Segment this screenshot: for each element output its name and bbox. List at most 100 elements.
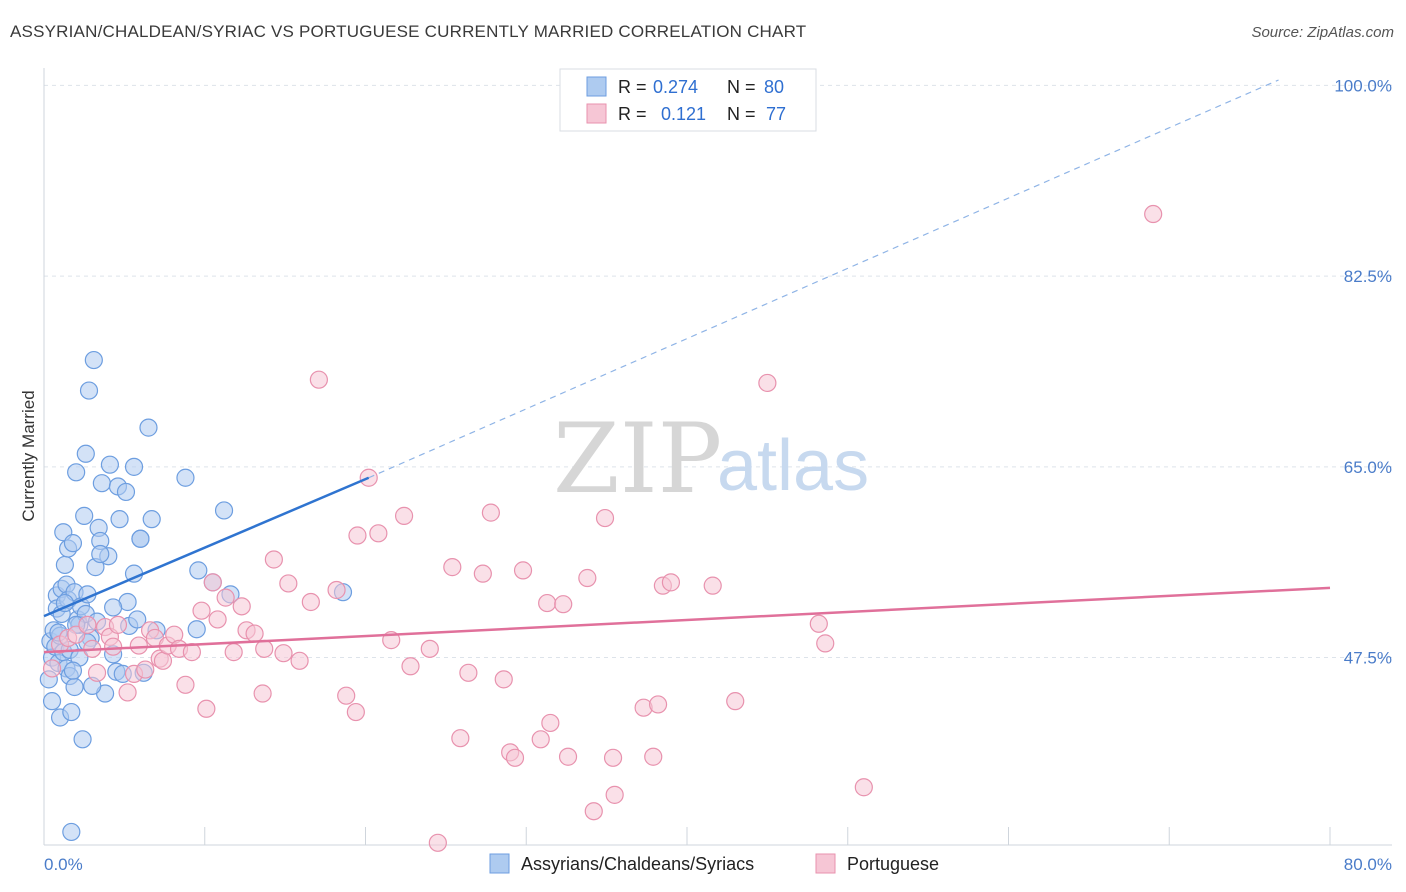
legend-pink-swatch	[586, 103, 607, 124]
portuguese-point-76	[726, 692, 745, 711]
portuguese-point-56	[494, 670, 513, 689]
assyrians-point-3	[42, 692, 62, 711]
portuguese-point-82	[428, 833, 447, 852]
portuguese-point-6	[87, 663, 107, 682]
portuguese-point-39	[301, 592, 320, 612]
bottom-legend: Assyrians/Chaldeans/Syriacs Portuguese	[489, 853, 939, 874]
portuguese-point-49	[401, 657, 420, 676]
portuguese-point-65	[578, 568, 597, 588]
portuguese-point-38	[290, 651, 309, 670]
portuguese-point-60	[531, 730, 550, 749]
portuguese-point-48	[394, 506, 414, 525]
assyrians-point-75	[104, 598, 123, 617]
y-tick-label-1: 65.0%	[1344, 458, 1392, 477]
portuguese-point-46	[369, 524, 388, 543]
portuguese-point-80	[854, 778, 873, 797]
portuguese-point-79	[816, 634, 835, 653]
portuguese-point-52	[451, 729, 470, 748]
portuguese-point-75	[703, 576, 722, 595]
portuguese-point-78	[809, 614, 828, 633]
assyrians-trend-extension	[368, 79, 1279, 479]
x-tick-label-min: 0.0%	[44, 855, 83, 874]
bottom-legend-assyrians: Assyrians/Chaldeans/Syriacs	[521, 854, 754, 874]
assyrians-point-67	[214, 501, 234, 520]
portuguese-point-29	[224, 643, 243, 662]
portuguese-point-63	[554, 595, 573, 614]
assyrians-point-60	[139, 418, 158, 437]
portuguese-point-77	[758, 373, 777, 393]
portuguese-point-58	[505, 748, 525, 767]
portuguese-point-0	[42, 659, 62, 678]
assyrians-point-23	[63, 534, 83, 553]
x-ticks	[204, 827, 1331, 845]
portuguese-point-37	[279, 574, 298, 593]
portuguese-point-13	[129, 636, 148, 655]
portuguese-trend-line	[43, 586, 1331, 654]
assyrians-point-24	[65, 677, 84, 697]
watermark-zip: ZIP	[553, 403, 722, 515]
trend-lines	[43, 79, 1331, 654]
assyrians-point-79	[62, 822, 81, 842]
assyrians-point-15	[55, 555, 74, 575]
portuguese-point-44	[348, 526, 367, 545]
assyrians-point-52	[116, 482, 136, 502]
portuguese-point-72	[648, 695, 668, 714]
legend-blue-swatch	[586, 76, 607, 97]
portuguese-point-81	[1144, 204, 1163, 224]
portuguese-point-62	[541, 713, 560, 733]
portuguese-point-50	[420, 639, 439, 658]
assyrians-point-36	[79, 381, 99, 400]
portuguese-point-64	[558, 747, 578, 766]
assyrians-point-31	[73, 730, 92, 749]
legend-n-value-1: 80	[764, 77, 784, 97]
assyrians-point-46	[100, 455, 120, 474]
source-credit: Source: ZipAtlas.com	[1251, 24, 1394, 41]
bottom-legend-pink-swatch	[815, 853, 836, 874]
assyrians-point-61	[142, 510, 161, 529]
portuguese-point-55	[481, 503, 500, 522]
portuguese-point-40	[309, 370, 328, 389]
portuguese-point-71	[644, 747, 663, 766]
portuguese-point-14	[136, 660, 155, 679]
portuguese-point-59	[513, 561, 533, 580]
assyrians-point-70	[131, 529, 150, 548]
legend-n-value-2: 77	[766, 104, 786, 124]
legend-n-label-2: N =	[727, 104, 756, 124]
portuguese-point-11	[118, 683, 137, 702]
portuguese-point-51	[443, 558, 462, 577]
portuguese-point-22	[176, 675, 195, 694]
series-portuguese-points	[42, 204, 1163, 852]
portuguese-point-53	[459, 663, 478, 682]
portuguese-point-18	[153, 651, 173, 670]
assyrians-trend-line	[43, 476, 370, 618]
portuguese-point-34	[255, 639, 274, 658]
assyrians-point-56	[124, 457, 144, 476]
assyrians-point-34	[76, 444, 95, 463]
legend-n-label-1: N =	[727, 77, 756, 97]
assyrians-point-77	[63, 661, 83, 680]
portuguese-point-35	[264, 550, 283, 569]
assyrians-point-38	[84, 350, 103, 370]
portuguese-point-10	[108, 615, 128, 634]
portuguese-point-33	[253, 684, 272, 703]
grid	[44, 84, 1392, 659]
watermark-atlas: atlas	[717, 426, 869, 506]
portuguese-point-61	[538, 593, 557, 613]
bottom-legend-blue-swatch	[489, 853, 510, 874]
y-tick-label-3: 100.0%	[1334, 76, 1392, 95]
assyrians-point-32	[75, 506, 94, 525]
assyrians-point-50	[110, 510, 129, 529]
assyrians-point-26	[67, 463, 86, 482]
portuguese-point-43	[346, 702, 365, 722]
y-tick-label-0: 47.5%	[1344, 649, 1392, 668]
portuguese-point-4	[78, 615, 97, 634]
y-tick-labels: 47.5% 65.0% 82.5% 100.0%	[1334, 76, 1392, 667]
assyrians-point-22	[62, 702, 81, 722]
assyrians-point-57	[128, 610, 147, 629]
portuguese-point-66	[584, 802, 603, 821]
legend-r-label-1: R =	[618, 77, 647, 97]
assyrians-point-64	[187, 620, 206, 639]
assyrians-point-63	[176, 468, 195, 487]
portuguese-point-68	[603, 748, 623, 767]
